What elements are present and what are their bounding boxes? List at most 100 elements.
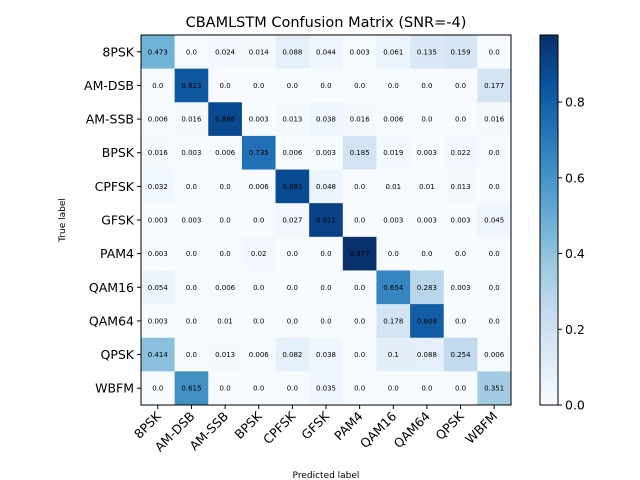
heatmap-cell <box>376 203 411 238</box>
cell-value-label: 0.0 <box>489 48 500 56</box>
cell-value-label: 0.006 <box>215 149 236 157</box>
heatmap-cell <box>443 337 478 372</box>
y-axis-label: True label <box>58 198 68 243</box>
heatmap-cell <box>275 236 310 271</box>
heatmap-cell <box>477 304 512 339</box>
cell-value-label: 0.0 <box>253 385 264 393</box>
cell-value-label: 0.185 <box>350 149 370 157</box>
cell-value-label: 0.0 <box>421 385 432 393</box>
heatmap-cell <box>477 102 512 137</box>
cell-value-label: 0.0 <box>388 250 399 258</box>
y-tick-label: BPSK <box>102 145 135 160</box>
heatmap-cell <box>174 169 209 204</box>
cell-value-label: 0.061 <box>383 48 403 56</box>
cell-value-label: 0.006 <box>249 351 270 359</box>
cell-value-label: 0.02 <box>251 250 267 258</box>
cell-value-label: 0.0 <box>220 82 231 90</box>
cell-value-label: 0.0 <box>455 250 466 258</box>
heatmap-cell <box>309 203 344 238</box>
cell-value-label: 0.003 <box>417 217 437 225</box>
cell-value-label: 0.006 <box>484 351 505 359</box>
y-tick-label: GFSK <box>101 213 135 228</box>
cell-value-label: 0.016 <box>484 116 505 124</box>
heatmap-cell <box>410 169 445 204</box>
cell-value-label: 0.0 <box>489 183 500 191</box>
y-tick-label: WBFM <box>95 381 134 396</box>
heatmap-cell <box>174 102 209 137</box>
heatmap-cell <box>477 135 512 170</box>
x-tick-label: QAM16 <box>357 408 400 451</box>
heatmap-cell <box>208 102 243 137</box>
heatmap-cell <box>174 203 209 238</box>
y-tick-label: PAM4 <box>100 246 134 261</box>
heatmap-cell <box>443 270 478 305</box>
heatmap-cell <box>410 304 445 339</box>
cell-value-label: 0.019 <box>383 149 403 157</box>
cell-value-label: 0.003 <box>148 250 168 258</box>
cell-value-label: 0.006 <box>383 116 404 124</box>
heatmap-cell <box>376 236 411 271</box>
cell-value-label: 0.003 <box>181 217 201 225</box>
heatmap-cell <box>309 68 344 103</box>
heatmap-cell <box>174 35 209 69</box>
heatmap-cell <box>275 371 310 406</box>
heatmap-cell <box>376 102 411 137</box>
heatmap-cell <box>342 371 377 406</box>
cell-value-label: 0.038 <box>316 351 336 359</box>
y-tick-label: QPSK <box>100 347 134 362</box>
heatmap-cell <box>208 337 243 372</box>
heatmap-cell <box>241 102 276 137</box>
heatmap-cell <box>241 270 276 305</box>
cell-value-label: 0.0 <box>186 250 197 258</box>
x-tick-label: WBFM <box>462 409 500 447</box>
heatmap-cell <box>141 135 175 170</box>
x-tick-label: GFSK <box>298 408 332 442</box>
heatmap-cell <box>342 135 377 170</box>
heatmap-cell <box>443 304 478 339</box>
cell-value-label: 0.414 <box>148 351 169 359</box>
cell-value-label: 0.0 <box>489 284 500 292</box>
heatmap-cell <box>241 337 276 372</box>
cell-value-label: 0.0 <box>388 385 399 393</box>
cell-value-label: 0.032 <box>148 183 168 191</box>
heatmap-cell <box>241 68 276 103</box>
heatmap-cell <box>477 68 512 103</box>
heatmap-cell <box>443 135 478 170</box>
cell-value-label: 0.886 <box>215 116 236 124</box>
chart-title: CBAMLSTM Confusion Matrix (SNR=-4) <box>186 15 467 31</box>
cell-value-label: 0.045 <box>484 217 504 225</box>
cell-value-label: 0.135 <box>417 48 437 56</box>
cell-value-label: 0.003 <box>383 217 403 225</box>
heatmap-cell <box>309 35 344 69</box>
cell-value-label: 0.006 <box>215 284 236 292</box>
heatmap-cell <box>241 135 276 170</box>
heatmap-cell <box>376 135 411 170</box>
cell-value-label: 0.013 <box>282 116 302 124</box>
cell-value-label: 0.0 <box>320 317 331 325</box>
heatmap-cell <box>174 337 209 372</box>
heatmap-cell <box>309 135 344 170</box>
heatmap-cell <box>342 270 377 305</box>
heatmap-cell <box>174 135 209 170</box>
cell-value-label: 0.0 <box>186 351 197 359</box>
x-tick-label: QPSK <box>432 408 467 443</box>
colorbar-tick-label: 0.8 <box>565 95 585 110</box>
heatmap-cell <box>241 203 276 238</box>
heatmap-cell <box>342 102 377 137</box>
cell-value-label: 0.881 <box>282 183 302 191</box>
heatmap-cell <box>376 270 411 305</box>
cell-value-label: 0.0 <box>253 284 264 292</box>
cell-value-label: 0.022 <box>451 149 471 157</box>
cell-value-label: 0.0 <box>287 317 298 325</box>
cell-value-label: 0.048 <box>316 183 336 191</box>
heatmap-cell <box>241 371 276 406</box>
cell-value-label: 0.0 <box>220 217 231 225</box>
heatmap-cell <box>342 169 377 204</box>
heatmap-cell <box>141 270 175 305</box>
heatmap-cell <box>443 169 478 204</box>
heatmap-cell <box>208 371 243 406</box>
heatmap-cell <box>443 35 478 69</box>
cell-value-label: 0.0 <box>354 317 365 325</box>
heatmap-cell <box>477 270 512 305</box>
